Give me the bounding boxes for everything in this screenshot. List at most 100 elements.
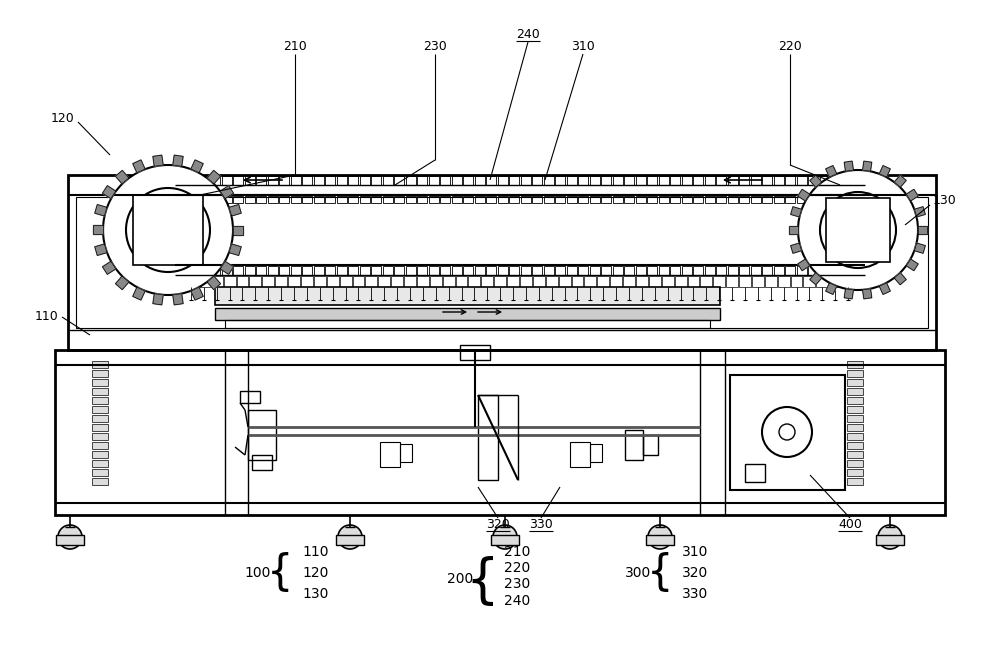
Bar	[847, 424, 863, 431]
Text: {: {	[267, 552, 293, 594]
Text: 220: 220	[504, 561, 530, 575]
Bar	[290, 196, 300, 203]
Polygon shape	[153, 293, 163, 305]
Bar	[382, 176, 392, 185]
Bar	[612, 196, 622, 203]
Circle shape	[850, 222, 866, 238]
Bar	[847, 379, 863, 386]
Bar	[682, 196, 692, 203]
Bar	[224, 276, 236, 287]
Bar	[820, 176, 830, 185]
Polygon shape	[863, 161, 872, 171]
Bar	[262, 276, 274, 287]
Bar	[647, 176, 657, 185]
Bar	[371, 266, 381, 275]
Bar	[56, 535, 84, 545]
Bar	[360, 266, 370, 275]
Bar	[601, 176, 611, 185]
Bar	[92, 433, 108, 440]
Polygon shape	[906, 190, 918, 201]
Bar	[816, 276, 828, 287]
Bar	[92, 361, 108, 368]
Polygon shape	[115, 170, 129, 184]
Bar	[352, 276, 364, 287]
Bar	[842, 176, 852, 185]
Bar	[847, 451, 863, 458]
Bar	[590, 266, 600, 275]
Text: 210: 210	[504, 545, 530, 559]
Text: 130: 130	[302, 587, 328, 601]
Bar	[636, 196, 646, 203]
Polygon shape	[789, 226, 798, 234]
Text: 320: 320	[486, 519, 510, 531]
Bar	[612, 266, 622, 275]
Text: 230: 230	[504, 577, 530, 591]
Bar	[400, 444, 412, 462]
Bar	[210, 266, 220, 275]
Bar	[728, 196, 738, 203]
Bar	[452, 196, 462, 203]
Text: 110: 110	[302, 545, 328, 559]
Circle shape	[798, 170, 918, 290]
Bar	[532, 266, 542, 275]
Bar	[244, 266, 254, 275]
Bar	[649, 276, 661, 287]
Polygon shape	[229, 204, 241, 216]
Bar	[475, 196, 484, 203]
Circle shape	[126, 188, 210, 272]
Bar	[658, 196, 668, 203]
Circle shape	[103, 165, 233, 295]
Bar	[601, 196, 611, 203]
Bar	[382, 266, 392, 275]
Bar	[842, 276, 854, 287]
Bar	[244, 176, 254, 185]
Polygon shape	[844, 289, 853, 299]
Bar	[520, 276, 532, 287]
Text: 210: 210	[283, 41, 307, 54]
Bar	[404, 276, 416, 287]
Bar	[417, 196, 427, 203]
Bar	[290, 176, 300, 185]
Bar	[624, 176, 634, 185]
Bar	[847, 415, 863, 422]
Bar	[456, 276, 467, 287]
Bar	[240, 391, 260, 403]
Bar	[348, 266, 358, 275]
Bar	[831, 196, 841, 203]
Bar	[662, 276, 674, 287]
Circle shape	[493, 525, 517, 549]
Bar	[762, 176, 772, 185]
Bar	[590, 196, 600, 203]
Bar	[774, 266, 784, 275]
Bar	[76, 197, 928, 328]
Bar	[601, 266, 611, 275]
Bar	[440, 266, 450, 275]
Bar	[336, 196, 347, 203]
Bar	[380, 442, 400, 467]
Bar	[92, 460, 108, 467]
Bar	[394, 196, 404, 203]
Bar	[198, 196, 208, 203]
Circle shape	[338, 525, 362, 549]
Bar	[854, 196, 864, 203]
Text: 300: 300	[625, 566, 651, 580]
Bar	[92, 478, 108, 485]
Text: 240: 240	[516, 28, 540, 41]
Bar	[92, 415, 108, 422]
Bar	[670, 196, 680, 203]
Bar	[739, 196, 749, 203]
Bar	[491, 535, 519, 545]
Bar	[876, 535, 904, 545]
Bar	[314, 276, 326, 287]
Bar	[716, 176, 726, 185]
Bar	[646, 535, 674, 545]
Bar	[739, 176, 749, 185]
Bar	[463, 176, 473, 185]
Bar	[682, 266, 692, 275]
Bar	[704, 266, 714, 275]
Bar	[314, 266, 324, 275]
Bar	[494, 276, 506, 287]
Polygon shape	[826, 166, 837, 177]
Bar	[570, 442, 590, 467]
Bar	[371, 196, 381, 203]
